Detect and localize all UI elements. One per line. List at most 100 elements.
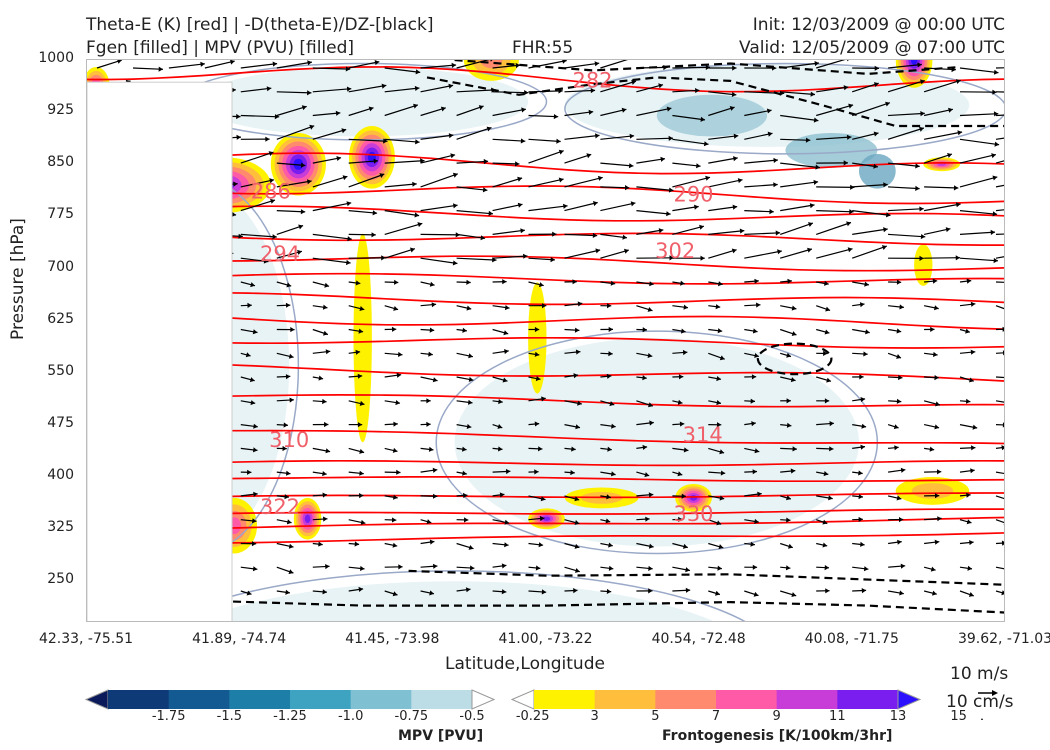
wind-vector-head (971, 445, 976, 451)
wind-vector-head (993, 69, 999, 75)
wind-vector-head (953, 185, 959, 191)
wind-vector-head (357, 373, 363, 379)
wind-vector-head (355, 349, 361, 355)
wind-vector-head (253, 423, 258, 429)
wind-vector-head (947, 153, 952, 158)
wind-vector (348, 107, 374, 117)
mpv-colorbar-tick: -0.75 (394, 709, 429, 724)
wind-vector-head (324, 282, 330, 288)
wind-vector-head (957, 130, 963, 136)
wind-vector-head (705, 64, 711, 70)
wind-vector (744, 232, 781, 235)
wind-vector-head (432, 377, 438, 383)
wind-vector (852, 210, 891, 216)
wind-vector-head (574, 543, 580, 549)
wind-vector-head (932, 590, 937, 596)
wind-vector-head (791, 592, 797, 597)
wind-vector-head (992, 89, 997, 95)
stability-contour (454, 60, 961, 76)
wind-vector-head (668, 187, 674, 193)
wind-vector (708, 206, 738, 212)
y-tick-label: 550 (47, 362, 74, 379)
wind-vector-head (433, 493, 438, 499)
wind-vector-head (823, 471, 829, 477)
wind-vector (959, 176, 998, 188)
wind-vector-head (900, 563, 906, 569)
theta-e-contour (87, 394, 1004, 408)
wind-vector-head (658, 228, 664, 234)
wind-vector-head (562, 60, 567, 64)
wind-vector-head (283, 422, 288, 428)
wind-vector-head (649, 420, 654, 426)
wind-vector (852, 228, 888, 235)
wind-vector-head (577, 400, 582, 406)
wind-vector-head (666, 211, 671, 217)
wind-vector-head (752, 564, 758, 570)
wind-vector (420, 64, 457, 69)
wind-vector (852, 162, 878, 168)
wind-vector-head (920, 111, 925, 117)
wind-vector-head (863, 351, 868, 357)
fgen-colorbar-segment (594, 690, 656, 709)
wind-vector-head (466, 279, 471, 285)
wind-vector-head (937, 516, 942, 522)
wind-vector-head (502, 279, 507, 285)
wind-vector-head (247, 302, 252, 308)
wind-vector-head (233, 181, 238, 187)
wind-vector (708, 135, 739, 140)
wind-vector (456, 127, 492, 140)
wind-vector (564, 176, 603, 188)
wind-vector-head (732, 65, 737, 71)
theta-e-contour (87, 272, 1004, 285)
wind-vector-head (230, 60, 235, 65)
mpv-colorbar-extend-high (471, 689, 496, 710)
wind-vector-head (1002, 422, 1004, 428)
wind-vector-head (359, 470, 364, 476)
wind-vector-head (919, 126, 924, 132)
wind-vector-head (754, 448, 760, 454)
wind-vector (456, 89, 496, 93)
wind-vector (708, 91, 737, 96)
fgen-colorbar-tick: 5 (651, 709, 660, 724)
wind-vector-head (993, 111, 999, 117)
theta-e-contour (87, 362, 1004, 382)
wind-vector-head (843, 160, 848, 166)
theta-e-contour (87, 291, 1004, 306)
wind-vector-head (266, 86, 272, 92)
frontogenesis-region (689, 495, 698, 501)
wind-vector (564, 201, 598, 212)
wind-vector-head (158, 66, 163, 72)
wind-vector-head (468, 399, 473, 405)
wind-vector-head (873, 163, 878, 169)
mpv-region (197, 66, 529, 137)
wind-vector (384, 183, 417, 188)
wind-vector-head (298, 224, 304, 230)
y-tick-label: 250 (47, 571, 74, 588)
wind-vector (744, 210, 774, 213)
wind-vector-head (550, 257, 555, 263)
wind-vector (780, 204, 815, 212)
wind-vector-head (504, 349, 509, 355)
wind-vector-head (420, 158, 425, 164)
wind-vector-head (396, 372, 402, 378)
wind-vector-head (593, 201, 598, 207)
frontogenesis-region (914, 244, 933, 286)
wind-vector-head (272, 234, 277, 240)
wind-vector-head (534, 326, 540, 333)
wind-vector-head (466, 305, 472, 311)
wind-vector-head (288, 353, 294, 359)
wind-vector (923, 131, 963, 140)
wind-vector-head (575, 568, 580, 573)
wind-vector-head (463, 492, 468, 499)
wind-vector-head (249, 377, 255, 383)
wind-vector-head (777, 249, 782, 255)
wind-vector-head (719, 495, 725, 501)
wind-vector-head (767, 131, 773, 137)
wind-vector-head (250, 400, 256, 406)
wind-vector-head (462, 327, 467, 333)
wind-vector (636, 137, 674, 140)
wind-vector-head (428, 351, 433, 357)
wind-vector (564, 233, 598, 237)
wind-vector (995, 256, 1004, 259)
fgen-colorbar-tick: 7 (711, 709, 721, 724)
